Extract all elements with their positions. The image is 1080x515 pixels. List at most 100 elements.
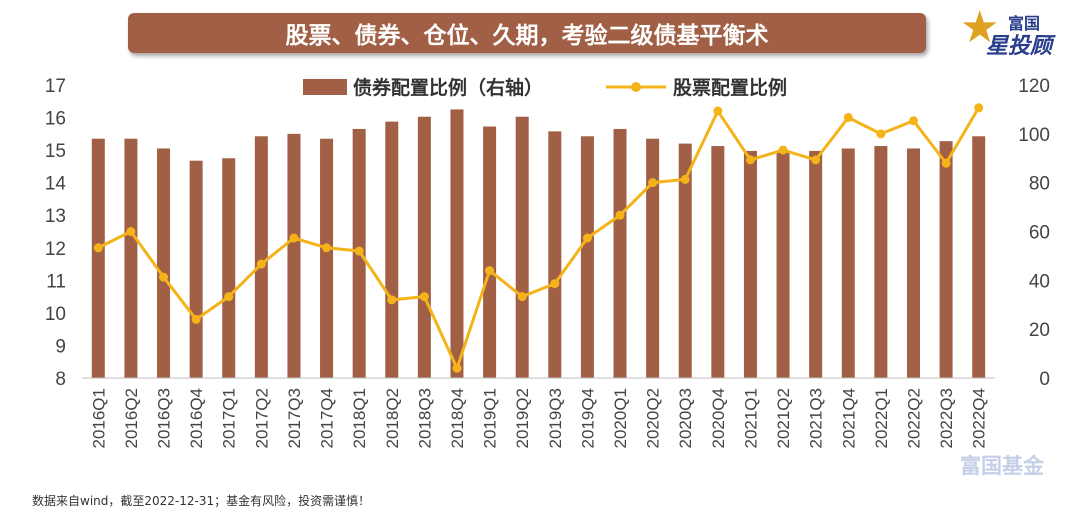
line-point xyxy=(354,246,364,256)
line-point xyxy=(224,292,234,302)
line-point xyxy=(582,233,592,243)
bar xyxy=(287,133,301,378)
x-tick-label: 2018Q4 xyxy=(448,388,467,449)
x-tick-label: 2020Q2 xyxy=(644,388,663,449)
x-tick-label: 2016Q4 xyxy=(187,388,206,449)
x-tick-label: 2022Q1 xyxy=(872,388,891,449)
bar xyxy=(515,116,529,378)
line-point xyxy=(93,243,103,253)
line-point xyxy=(778,145,788,155)
bar xyxy=(972,136,986,378)
bar xyxy=(646,138,660,378)
x-tick-label: 2020Q1 xyxy=(611,388,630,449)
bar xyxy=(450,109,464,379)
bar xyxy=(254,136,268,378)
bar xyxy=(385,121,399,378)
line-point xyxy=(517,292,527,302)
chart-title: 股票、债券、仓位、久期，考验二级债基平衡术 xyxy=(128,13,926,53)
line-point xyxy=(452,363,462,373)
x-tick-label: 2016Q3 xyxy=(155,388,174,449)
y-left-tick-label: 16 xyxy=(45,109,66,130)
line-point xyxy=(419,292,429,302)
line-point xyxy=(941,158,951,168)
bar xyxy=(91,138,105,378)
x-tick-label: 2022Q3 xyxy=(937,388,956,449)
line-point xyxy=(191,314,201,324)
bar xyxy=(939,141,953,378)
y-right-tick-label: 60 xyxy=(1029,223,1050,244)
y-right-tick-label: 40 xyxy=(1029,271,1050,292)
line-point xyxy=(745,155,755,165)
legend-label-stock: 股票配置比例 xyxy=(673,76,787,99)
bar xyxy=(580,136,594,378)
line-point xyxy=(843,113,853,123)
bar xyxy=(548,131,562,378)
star-icon: ★ xyxy=(960,2,1000,53)
bar xyxy=(809,150,823,378)
line-point xyxy=(485,266,495,276)
bar xyxy=(906,148,920,378)
watermark: 富国基金 xyxy=(960,454,1044,478)
x-tick-label: 2020Q3 xyxy=(676,388,695,449)
bar xyxy=(157,148,171,378)
bar xyxy=(222,158,236,378)
line-point xyxy=(974,103,984,113)
y-left-tick-label: 13 xyxy=(45,206,66,227)
x-tick-label: 2018Q1 xyxy=(350,388,369,449)
x-tick-label: 2019Q2 xyxy=(513,388,532,449)
line-point xyxy=(322,243,332,253)
y-left-tick-label: 14 xyxy=(45,174,67,195)
line-point xyxy=(876,129,886,139)
bar xyxy=(874,146,888,378)
bar xyxy=(124,138,138,378)
bar xyxy=(678,143,692,378)
x-tick-label: 2017Q2 xyxy=(252,388,271,449)
line-point xyxy=(811,155,821,165)
line-point xyxy=(256,259,266,269)
x-tick-label: 2019Q1 xyxy=(481,388,500,449)
x-tick-label: 2016Q1 xyxy=(89,388,108,449)
x-tick-label: 2017Q4 xyxy=(318,388,337,449)
y-right-tick-label: 120 xyxy=(1018,76,1050,97)
line-point xyxy=(126,227,136,236)
x-tick-label: 2021Q4 xyxy=(839,388,858,449)
line-point xyxy=(680,174,690,184)
y-right-tick-label: 20 xyxy=(1029,320,1050,341)
line-point xyxy=(615,210,625,220)
y-right-tick-label: 80 xyxy=(1029,174,1050,195)
y-left-tick-label: 12 xyxy=(45,239,66,260)
y-left-tick-label: 17 xyxy=(45,76,66,97)
line-point xyxy=(713,106,723,116)
brand-logo: ★ 富国 星投顾 xyxy=(960,4,1070,64)
x-tick-label: 2016Q2 xyxy=(122,388,141,449)
bar xyxy=(417,116,431,378)
x-tick-label: 2018Q2 xyxy=(383,388,402,449)
brand-top-text: 富国 xyxy=(1008,14,1041,33)
line-point xyxy=(387,295,397,305)
y-right-tick-label: 100 xyxy=(1018,125,1050,146)
y-right-tick-label: 0 xyxy=(1039,369,1050,390)
bar xyxy=(320,138,334,378)
legend-label-bond: 债券配置比例（右轴） xyxy=(353,76,543,99)
bar xyxy=(483,126,497,378)
x-tick-label: 2022Q2 xyxy=(904,388,923,449)
bar xyxy=(711,146,725,378)
x-tick-label: 2021Q2 xyxy=(774,388,793,449)
x-tick-label: 2019Q3 xyxy=(546,388,565,449)
x-tick-label: 2020Q4 xyxy=(709,388,728,449)
y-left-tick-label: 9 xyxy=(55,336,66,357)
line-point xyxy=(908,116,918,126)
x-tick-label: 2017Q1 xyxy=(220,388,239,449)
bar xyxy=(613,128,627,378)
footer-note: 数据来自wind，截至2022-12-31；基金有风险，投资需谨慎！ xyxy=(32,494,371,508)
line-series-stock xyxy=(97,107,980,370)
line-point xyxy=(289,233,299,243)
line-point xyxy=(159,272,169,282)
line-point xyxy=(550,279,560,289)
x-tick-label: 2021Q1 xyxy=(741,388,760,449)
y-left-tick-label: 8 xyxy=(55,369,66,390)
x-tick-label: 2017Q3 xyxy=(285,388,304,449)
bar xyxy=(841,148,855,378)
x-tick-label: 2019Q4 xyxy=(578,388,597,449)
y-left-tick-label: 15 xyxy=(45,141,66,162)
